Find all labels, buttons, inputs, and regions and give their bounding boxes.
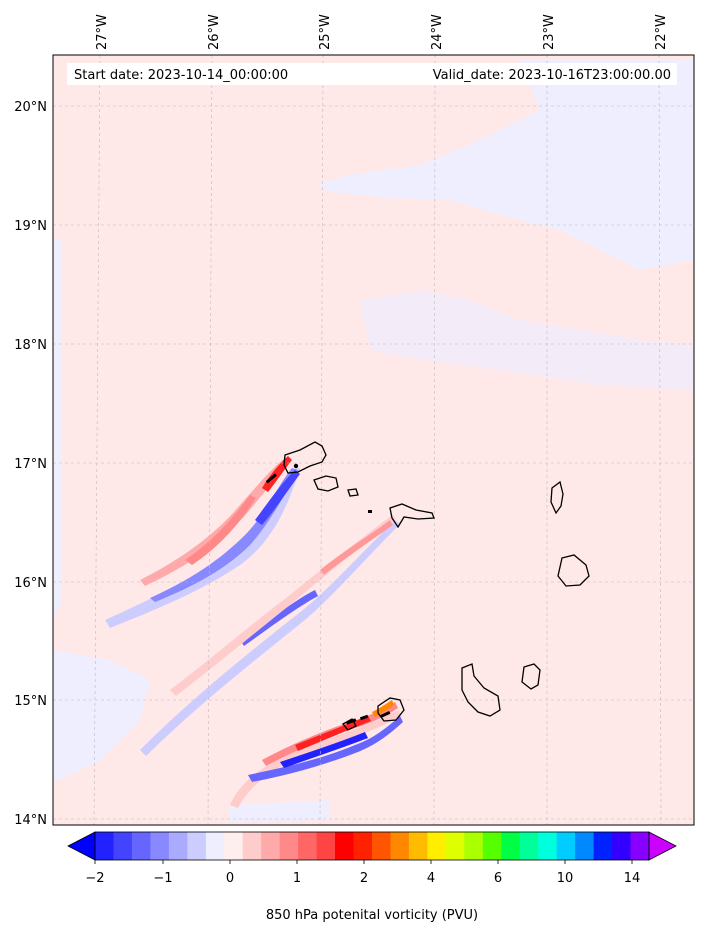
colorbar-outline — [94, 831, 650, 861]
colorbar-cell — [427, 832, 447, 860]
colorbar-cell — [261, 832, 281, 860]
colorbar-ticks — [94, 860, 633, 864]
map-frame — [52, 54, 695, 826]
island-boa-vista — [557, 554, 590, 587]
colorbar-tick-label: −1 — [153, 871, 172, 886]
colorbar-cell — [612, 832, 632, 860]
colorbar-cell — [630, 832, 650, 860]
island-maio — [521, 663, 541, 690]
colorbar-cell — [593, 832, 613, 860]
lon-label: 25°W — [318, 14, 333, 50]
colorbar-cell — [168, 832, 188, 860]
colorbar-cell — [316, 832, 336, 860]
colorbar-tick-label: −2 — [85, 871, 104, 886]
colorbar-cell — [390, 832, 410, 860]
lat-label: 19°N — [14, 219, 47, 234]
colorbar-extend-high — [648, 831, 677, 861]
colorbar-tick-label: 4 — [427, 871, 435, 886]
header-box — [67, 63, 677, 85]
colorbar-tick-label: 6 — [494, 871, 502, 886]
graticule — [53, 55, 694, 825]
lon-label: 22°W — [654, 14, 669, 50]
lat-label: 18°N — [14, 338, 47, 353]
colorbar-cells — [95, 832, 650, 860]
colorbar-cell — [205, 832, 225, 860]
colorbar-cell — [538, 832, 558, 860]
colorbar-tick-label: 1 — [293, 871, 301, 886]
colorbar-cell — [187, 832, 207, 860]
lon-label: 27°W — [95, 14, 110, 50]
lat-label: 17°N — [14, 457, 47, 472]
colorbar-cell — [95, 832, 114, 860]
lat-label: 14°N — [14, 813, 47, 828]
colorbar-tick-label: 10 — [557, 871, 574, 886]
small-land-marks — [265, 463, 391, 725]
map-panel — [53, 55, 694, 825]
colorbar-cell — [353, 832, 373, 860]
longitude-labels: 27°W 26°W 25°W 24°W 23°W 22°W — [95, 14, 669, 50]
lat-label: 15°N — [14, 694, 47, 709]
colorbar-cell — [279, 832, 299, 860]
colorbar-cell — [372, 832, 391, 860]
colorbar-cell — [224, 832, 244, 860]
colorbar-cell — [150, 832, 170, 860]
pv-streak-middle — [140, 515, 400, 756]
colorbar-cell — [575, 832, 595, 860]
island-santo-antao — [283, 441, 327, 474]
island-santiago — [461, 663, 501, 717]
colorbar-cell — [131, 832, 151, 860]
coastlines — [283, 441, 590, 731]
colorbar-cell — [408, 832, 428, 860]
colorbar-tick-label: 0 — [226, 871, 234, 886]
colorbar-cell — [113, 832, 133, 860]
colorbar-cell — [464, 832, 484, 860]
colorbar-cell — [519, 832, 539, 860]
pv-streak-upper — [105, 456, 300, 628]
island-sao-nicolau — [389, 503, 435, 529]
lat-label: 16°N — [14, 576, 47, 591]
negative-pv-region — [53, 60, 694, 822]
island-sao-vicente — [313, 475, 339, 492]
colorbar-cell — [482, 832, 502, 860]
colorbar-tick-label: 14 — [624, 871, 641, 886]
colorbar-cell — [501, 832, 521, 860]
lon-label: 26°W — [207, 14, 222, 50]
colorbar-title: 850 hPa potenital vorticity (PVU) — [266, 908, 478, 923]
colorbar: −2 −1 0 1 2 4 6 10 14 850 hPa potenital … — [67, 831, 677, 923]
start-date-label: Start date: 2023-10-14_00:00:00 — [74, 68, 288, 83]
lat-label: 20°N — [14, 100, 47, 115]
island-sal — [550, 480, 564, 515]
colorbar-cell — [556, 832, 576, 860]
lon-label: 24°W — [430, 14, 445, 50]
lon-label: 23°W — [542, 14, 557, 50]
island-santa-luzia — [347, 488, 359, 497]
island-fogo — [377, 697, 405, 722]
colorbar-cell — [335, 832, 355, 860]
colorbar-cell — [242, 832, 262, 860]
latitude-labels: 20°N 19°N 18°N 17°N 16°N 15°N 14°N — [14, 100, 47, 828]
colorbar-tick-labels: −2 −1 0 1 2 4 6 10 14 — [85, 871, 640, 886]
valid-date-label: Valid_date: 2023-10-16T23:00:00.00 — [433, 68, 671, 83]
colorbar-extend-low — [67, 831, 96, 861]
colorbar-cell — [445, 832, 465, 860]
colorbar-cell — [298, 832, 318, 860]
colorbar-tick-label: 2 — [360, 871, 368, 886]
